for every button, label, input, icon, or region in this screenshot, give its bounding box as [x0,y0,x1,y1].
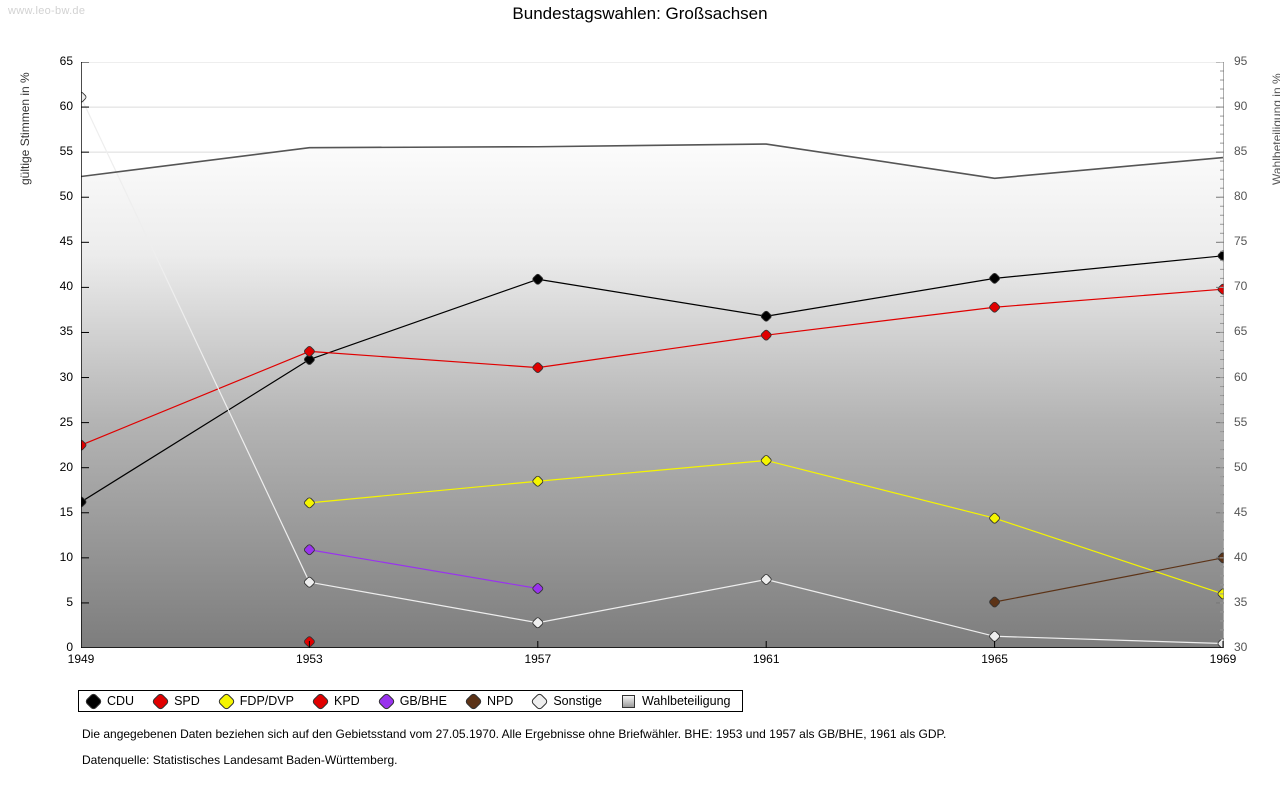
data-point-spd [1217,283,1224,295]
y-axis-left-tick: 60 [59,99,73,114]
y-axis-left-tick: 40 [59,279,73,294]
legend-item-gb-bhe[interactable]: GB/BHE [376,691,447,711]
data-point-spd [760,329,772,341]
legend-label: SPD [174,694,200,708]
turnout-area-fill [81,144,1223,648]
legend-diamond-icon [376,691,396,711]
y-axis-right-tick: 90 [1234,99,1248,114]
y-axis-right-title: Wahlbeteiligung in % [1270,73,1280,185]
data-point-gb-bhe [304,544,315,556]
site-watermark: www.leo-bw.de [8,5,86,17]
y-axis-right-tick: 35 [1234,594,1248,609]
y-axis-right-tick: 55 [1234,414,1248,429]
data-point-sonstige [304,576,315,588]
legend-label: Wahlbeteiligung [642,694,731,708]
legend-item-sonstige[interactable]: Sonstige [530,691,602,711]
legend-diamond-icon [464,691,483,711]
x-axis-tick: 1969 [1209,652,1237,666]
y-axis-left-tick: 0 [66,640,73,654]
x-axis-tick: 1961 [752,652,780,666]
y-axis-right-tick: 70 [1234,279,1248,294]
data-point-sonstige [760,574,772,585]
legend-label: NPD [486,694,514,708]
y-axis-left-tick: 10 [59,549,73,564]
y-axis-right-tick: 50 [1234,459,1248,474]
data-point-cdu [989,272,1000,284]
y-axis-right-tick: 95 [1234,54,1248,68]
y-axis-right-tick: 60 [1234,369,1248,384]
x-axis-tick: 1953 [296,652,323,666]
legend-item-cdu[interactable]: CDU [84,691,135,711]
footnote-source: Datenquelle: Statistisches Landesamt Bad… [82,753,398,767]
legend-item-npd[interactable]: NPD [464,691,514,711]
y-axis-right-tick: 30 [1234,640,1248,654]
x-axis-tick: 1949 [67,652,95,666]
y-axis-right-tick: 85 [1234,144,1248,159]
legend-label: GB/BHE [399,694,447,708]
legend-label: CDU [107,694,135,708]
data-point-cdu [1217,250,1224,262]
y-axis-right-tick: 45 [1234,504,1248,519]
x-axis-tick: 1965 [981,652,1008,666]
y-axis-left-tick: 35 [59,324,73,339]
legend-label: Sonstige [553,694,602,708]
legend-diamond-icon [311,691,330,711]
legend-item-spd[interactable]: SPD [151,691,200,711]
data-point-gb-bhe [532,583,544,594]
y-axis-left-tick: 45 [59,234,73,249]
legend-item-kpd[interactable]: KPD [311,691,360,711]
data-point-cdu [760,310,772,322]
y-axis-left-tick: 50 [59,189,73,204]
plot-frame [81,62,1224,648]
data-point-spd [81,439,87,451]
data-point-sonstige [989,630,1000,642]
data-point-sonstige [532,617,544,629]
y-axis-right-tick: 80 [1234,189,1248,204]
data-point-fdp-dvp [760,455,772,466]
y-axis-right-tick: 75 [1234,234,1248,249]
legend-diamond-icon [530,691,550,711]
data-point-spd [304,345,315,357]
data-point-fdp-dvp [989,512,1000,524]
series-points [81,91,1224,648]
data-point-cdu [532,273,544,285]
legend-diamond-icon [84,691,103,711]
legend-diamond-icon [151,691,170,711]
gridlines [81,62,1224,153]
y-axis-left-title: gültige Stimmen in % [18,72,32,185]
y-axis-left-tick: 30 [59,369,73,384]
y-axis-left-tick: 15 [59,504,73,519]
chart-legend: CDU SPD FDP/DVP KPD GB/BHE NPD Sonstige Wahlbet… [78,690,744,712]
y-axis-right-tick: 65 [1234,324,1248,339]
legend-diamond-icon [217,691,236,711]
y-axis-left-tick: 55 [59,144,73,159]
data-point-npd [989,596,1000,608]
chart-svg [81,62,1224,648]
y-axis-left-tick: 25 [59,414,73,429]
data-point-spd [532,362,544,374]
y-axis-left-tick: 65 [59,54,73,68]
y-axis-left-tick: 20 [59,459,73,474]
x-axis-tick: 1957 [524,652,552,666]
data-point-cdu [304,354,315,365]
y-axis-right-tick: 40 [1234,549,1248,564]
legend-label: KPD [333,694,360,708]
legend-square-icon [622,694,635,708]
chart-plot-area [81,62,1224,648]
page-title: Bundestagswahlen: Großsachsen [512,4,768,23]
data-point-spd [989,301,1000,313]
legend-item-wahlbeteiligung[interactable]: Wahlbeteiligung [622,694,730,708]
data-point-fdp-dvp [304,497,315,509]
footnote-data-basis: Die angegebenen Daten beziehen sich auf … [82,727,947,741]
legend-item-fdp-dvp[interactable]: FDP/DVP [217,691,294,711]
data-point-fdp-dvp [532,475,544,487]
y-axis-left-tick: 5 [66,594,73,609]
data-point-cdu [81,496,87,508]
legend-label: FDP/DVP [239,694,294,708]
data-point-sonstige [81,91,87,103]
